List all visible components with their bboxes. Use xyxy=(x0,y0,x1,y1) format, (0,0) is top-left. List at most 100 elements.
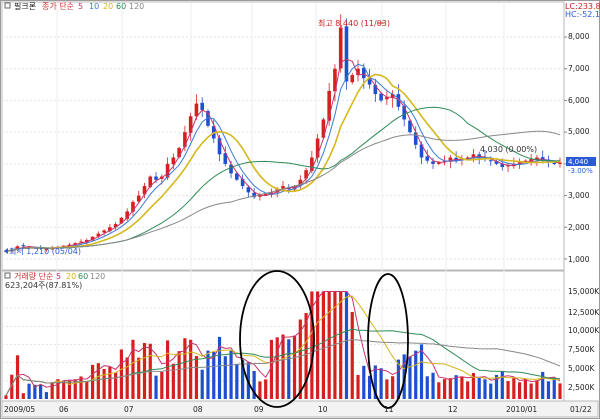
volume-bar xyxy=(529,383,533,399)
y-tick-label: 3,000 xyxy=(568,191,590,200)
volume-bar xyxy=(362,365,366,399)
legend-checkbox-icon[interactable] xyxy=(4,2,11,9)
candle-body xyxy=(494,161,499,164)
candle-body xyxy=(108,227,112,232)
x-tick-label: 10 xyxy=(318,405,328,414)
volume-bar xyxy=(344,291,349,399)
candle-body xyxy=(61,245,66,247)
x-tick-label: 01/22 xyxy=(570,405,592,414)
legend-vol-ma-60[interactable]: 60 xyxy=(78,272,88,281)
legend-checkbox-icon[interactable] xyxy=(4,272,11,279)
candle-body xyxy=(367,79,372,85)
volume-bar xyxy=(194,356,199,399)
x-tick-label: 06 xyxy=(59,405,69,414)
volume-highlight-circle xyxy=(367,273,409,409)
hc-value: HC:-52.13 xyxy=(565,10,600,19)
volume-moving-averages xyxy=(5,291,561,396)
current-price-tag xyxy=(566,157,596,166)
volume-bar xyxy=(108,366,112,399)
volume-bar xyxy=(466,381,470,399)
volume-bar xyxy=(154,375,158,399)
candle-body xyxy=(240,178,245,187)
volume-bar xyxy=(408,356,412,399)
candle-body xyxy=(321,119,326,138)
volume-bar xyxy=(275,337,279,399)
item-label: 필크론 xyxy=(14,1,36,11)
volume-bar xyxy=(321,291,325,399)
volume-bar xyxy=(494,374,499,399)
volume-y-axis: 15,000K 12,500K 10,000K 7,500K 5,000K 2,… xyxy=(568,287,600,392)
volume-bar xyxy=(373,365,377,399)
legend-ma-60[interactable]: 60 xyxy=(116,2,126,11)
y-tick-label: 1,000 xyxy=(568,255,590,264)
volume-bar xyxy=(506,381,510,399)
y-tick-label: 8,000 xyxy=(568,32,590,41)
candle-body xyxy=(217,138,222,155)
legend-ma-20[interactable]: 20 xyxy=(103,2,113,11)
high-annotation: 최고 8,440 (11/03) xyxy=(318,18,390,28)
volume-bar xyxy=(258,381,262,399)
volume-bar xyxy=(304,312,308,399)
volume-bar xyxy=(264,379,268,399)
price-legend: 필크론 종가 단순 5 10 20 60 120 xyxy=(4,1,144,11)
candle-body xyxy=(183,132,187,147)
volume-bar xyxy=(102,368,106,399)
legend-ma-5[interactable]: 5 xyxy=(78,2,83,11)
x-tick-label: 2010/01 xyxy=(506,405,537,414)
low-arrow-icon xyxy=(4,248,8,254)
y-tick-label: 12,500K xyxy=(568,308,600,317)
candle-body xyxy=(477,154,482,158)
volume-bar xyxy=(56,379,60,399)
y-tick-label: 2,500K xyxy=(568,383,595,392)
candle-body xyxy=(506,165,510,167)
volume-ma-line xyxy=(5,295,561,396)
candle-body xyxy=(379,93,383,101)
volume-type-label: 거래량 단순 xyxy=(14,271,53,281)
volume-bar xyxy=(79,376,83,399)
volume-bar xyxy=(327,291,331,399)
candle-body xyxy=(188,116,193,133)
volume-bar xyxy=(471,372,476,399)
volume-bar xyxy=(356,374,360,399)
x-tick-label: 08 xyxy=(193,405,203,414)
volume-bar xyxy=(535,380,539,399)
y-tick-label: 5,000 xyxy=(568,127,590,136)
volume-bar xyxy=(125,357,129,399)
candle-body xyxy=(235,173,239,180)
volume-bar xyxy=(350,312,354,399)
candle-body xyxy=(165,163,170,178)
volume-bar xyxy=(212,352,216,399)
candle-body xyxy=(408,120,412,133)
volume-bar xyxy=(206,350,210,399)
volume-bar xyxy=(96,363,100,399)
candle-body xyxy=(90,236,95,241)
volume-bar xyxy=(171,363,175,399)
x-tick-label: 07 xyxy=(124,405,134,414)
legend-ma-120[interactable]: 120 xyxy=(129,2,144,11)
y-tick-label: 7,000 xyxy=(568,64,590,73)
volume-bar xyxy=(385,379,389,399)
candle-body xyxy=(338,27,343,69)
price-moving-averages xyxy=(5,58,561,252)
volume-bar xyxy=(523,379,527,399)
volume-legend: 거래량 단순 5 20 60 120 623,204주(87.81%) xyxy=(4,271,105,290)
volume-bar xyxy=(442,379,447,399)
x-axis: 2009/05 06 07 08 09 10 11 12 2010/01 01/… xyxy=(4,405,592,414)
y-tick-label: 15,000K xyxy=(568,287,600,296)
legend-vol-ma-120[interactable]: 120 xyxy=(90,272,105,281)
volume-bar xyxy=(367,375,372,399)
candle-body xyxy=(425,156,430,161)
volume-bar xyxy=(518,382,522,399)
volume-bar xyxy=(114,372,118,399)
price-ma-line xyxy=(5,63,561,252)
volume-value: 623,204주(87.81%) xyxy=(5,281,82,290)
volume-bar xyxy=(431,372,435,399)
candle-body xyxy=(102,230,106,233)
legend-vol-ma-20[interactable]: 20 xyxy=(66,272,76,281)
volume-bar xyxy=(223,356,227,399)
volume-bar xyxy=(137,357,141,399)
candle-body xyxy=(465,157,470,159)
candle-body xyxy=(142,186,147,195)
legend-ma-10[interactable]: 10 xyxy=(89,2,99,11)
legend-vol-ma-5[interactable]: 5 xyxy=(56,272,61,281)
